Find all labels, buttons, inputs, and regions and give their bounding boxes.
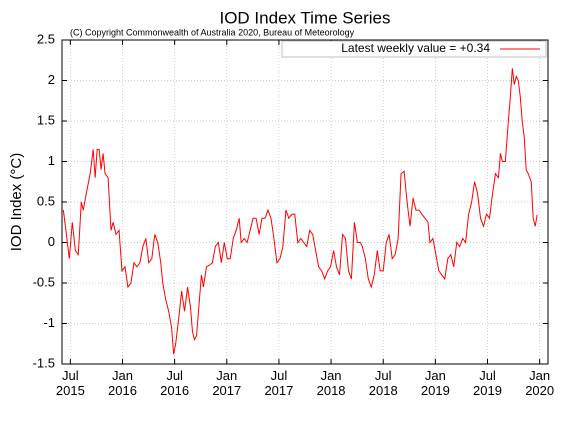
- x-tick-label: Jul 2019: [473, 368, 502, 398]
- y-tick-label: 0: [48, 234, 55, 249]
- x-tick-label: Jul 2016: [160, 368, 189, 398]
- y-tick-label: 0.5: [37, 193, 55, 208]
- data-line: [62, 68, 538, 355]
- legend-label: Latest weekly value = +0.34: [341, 41, 490, 55]
- y-tick-label: -0.5: [33, 274, 55, 289]
- plot-frame: [61, 39, 549, 365]
- x-tick-label: Jan 2019: [421, 368, 450, 398]
- x-tick-label: Jan 2016: [108, 368, 137, 398]
- legend-box: [281, 40, 547, 58]
- y-tick-label: 2.5: [37, 31, 55, 46]
- y-tick-label: 1: [48, 153, 55, 168]
- annotation: (C) Copyright Commonwealth of Australia …: [70, 27, 355, 37]
- x-tick-label: Jan 2017: [212, 368, 241, 398]
- x-tick-label: Jul 2017: [264, 368, 293, 398]
- x-tick-label: Jan 2018: [317, 368, 346, 398]
- chart-title: IOD Index Time Series: [219, 8, 390, 27]
- y-tick-label: -1.5: [33, 355, 55, 370]
- x-tick-label: Jul 2015: [56, 368, 85, 398]
- y-tick-label: 2: [48, 72, 55, 87]
- y-tick-label: 1.5: [37, 112, 55, 127]
- x-tick-label: Jul 2018: [369, 368, 398, 398]
- x-tick-label: Jan 2020: [525, 368, 554, 398]
- y-tick-label: -1: [43, 315, 55, 330]
- y-axis-label: IOD Index (°C): [8, 153, 25, 252]
